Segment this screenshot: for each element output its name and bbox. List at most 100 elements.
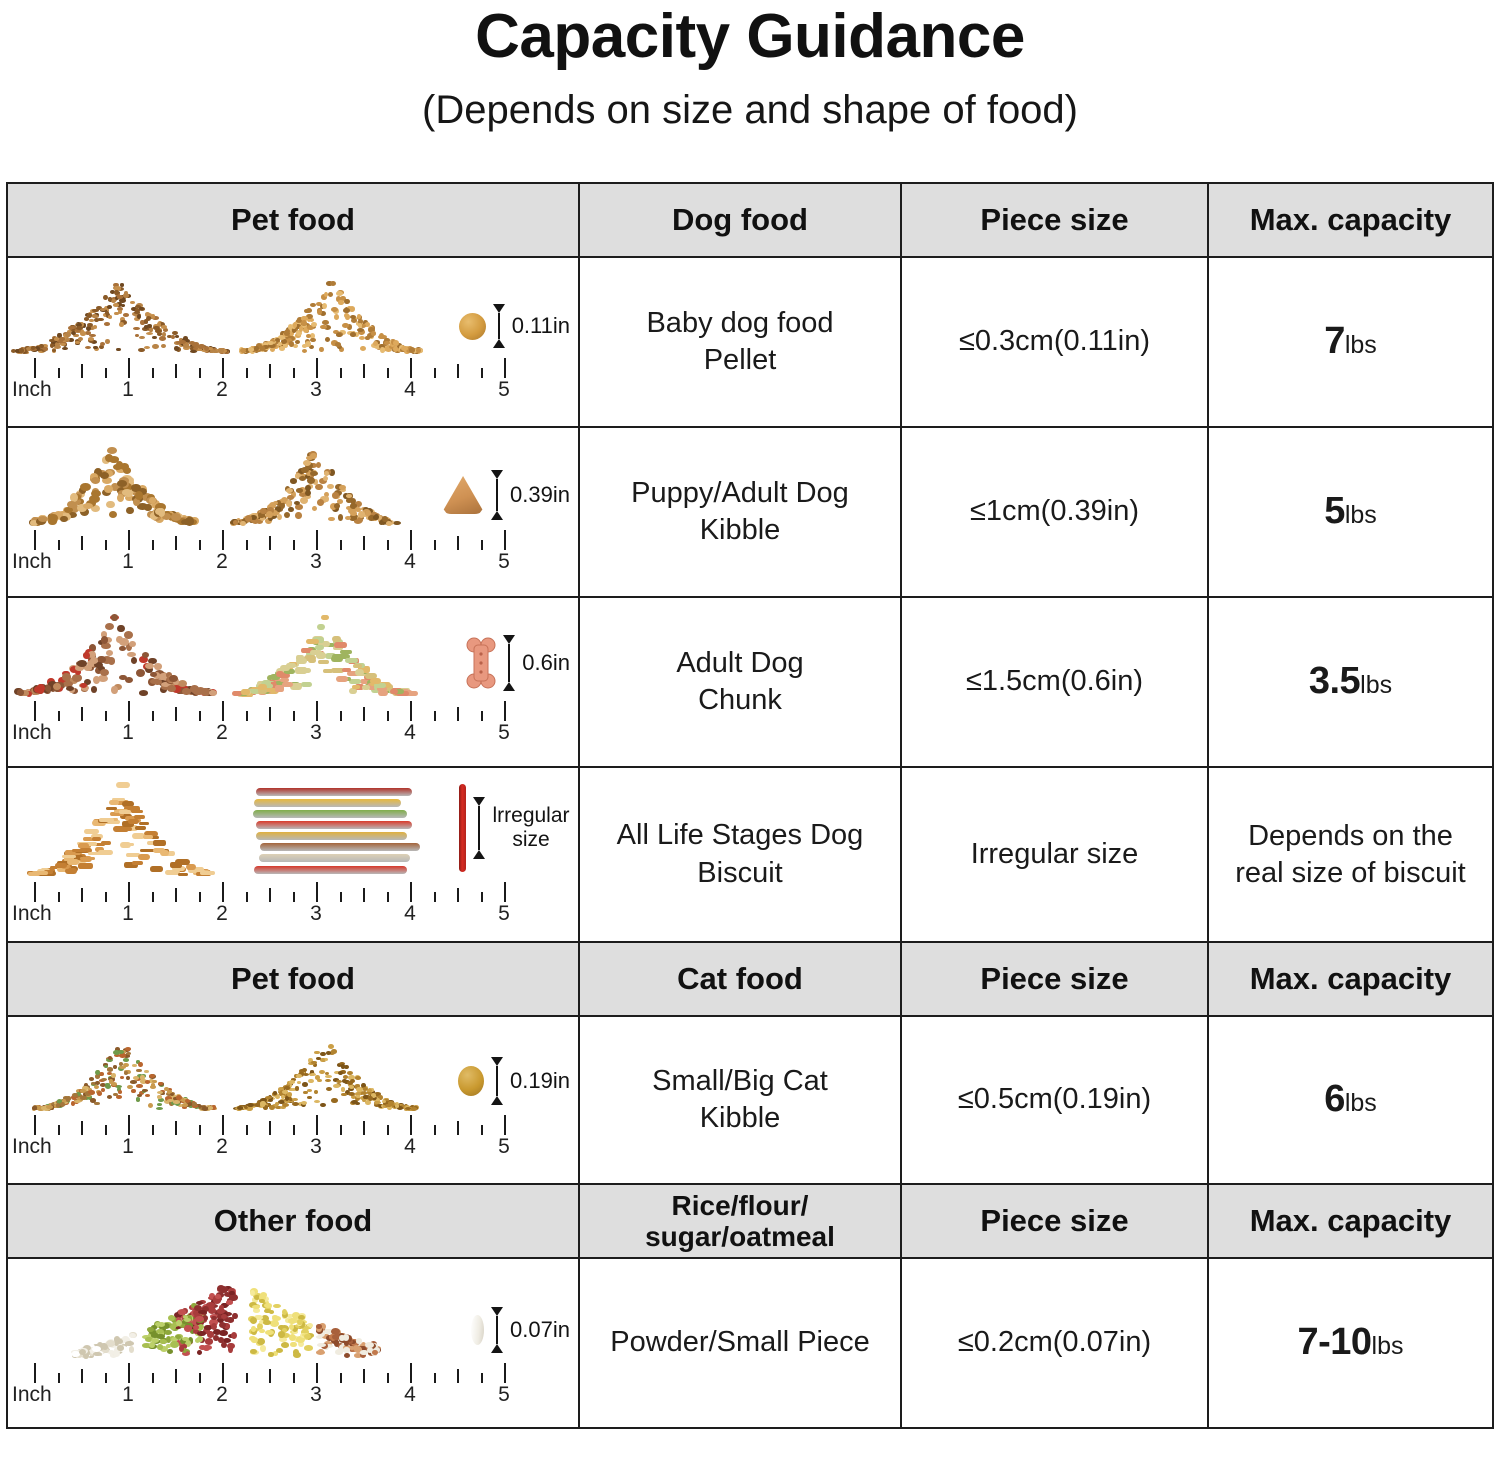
bone-biscuit-icon bbox=[466, 637, 496, 689]
ruler-number: 5 bbox=[498, 1383, 510, 1406]
table-row: 0.19in Inch 1 2 3 4 5 Small/Big Cat Kibble ≤0… bbox=[6, 1015, 1494, 1185]
ruler: Inch 1 2 3 4 5 bbox=[8, 699, 578, 753]
ruler-numbers: Inch 1 2 3 4 5 bbox=[12, 901, 510, 928]
ruler-ticks bbox=[34, 356, 506, 378]
chew-sticks-image bbox=[253, 787, 423, 874]
max-capacity-cell: 6lbs bbox=[1207, 1015, 1494, 1185]
table-row: lrregular size Inch 1 2 3 4 5 All Life Stages… bbox=[6, 766, 1494, 943]
sample-cell-powder-small-piece: 0.07in Inch 1 2 3 4 5 bbox=[6, 1257, 580, 1429]
capacity-table: Pet food Dog food Piece size Max. capaci… bbox=[6, 182, 1494, 1429]
food-name-line1: All Life Stages Dog bbox=[616, 819, 864, 852]
food-name-line1: Puppy/Adult Dog bbox=[631, 476, 849, 509]
ruler-ticks bbox=[34, 1361, 506, 1383]
bone-shape-svg bbox=[466, 637, 496, 689]
ruler-ticks bbox=[34, 880, 506, 902]
sample-cell-puppy-adult-kibble: 0.39in Inch 1 2 3 4 5 bbox=[6, 426, 580, 598]
food-name-cell: Baby dog food Pellet bbox=[578, 256, 902, 428]
sample-cell-dog-biscuit: lrregular size Inch 1 2 3 4 5 bbox=[6, 766, 580, 943]
measure-bracket-icon bbox=[492, 304, 506, 348]
max-capacity-cell: 7lbs bbox=[1207, 256, 1494, 428]
food-pile-image bbox=[29, 447, 199, 526]
food-name-cell: Powder/Small Piece bbox=[578, 1257, 902, 1429]
ruler-number: 1 bbox=[122, 901, 134, 925]
header-piece-size-other: Piece size bbox=[900, 1183, 1209, 1259]
piece-size-cell: ≤0.5cm(0.19in) bbox=[900, 1015, 1209, 1185]
measure-label-line2: size bbox=[512, 827, 550, 851]
piece-size-cell: ≤1.5cm(0.6in) bbox=[900, 596, 1209, 768]
ruler-number: 1 bbox=[122, 378, 134, 401]
ruler-ticks bbox=[34, 699, 506, 721]
header-line1: Rice/flour/ bbox=[671, 1189, 809, 1221]
grain-icon bbox=[471, 1315, 485, 1345]
ruler-number: 4 bbox=[404, 378, 416, 401]
ruler-unit-label: Inch bbox=[12, 1135, 52, 1158]
ruler: Inch 1 2 3 4 5 bbox=[8, 880, 578, 934]
ruler-number: 3 bbox=[310, 550, 322, 573]
measure-label-line1: lrregular bbox=[492, 804, 570, 828]
specimen-measure-puppy-adult-kibble: 0.39in bbox=[442, 470, 570, 526]
ruler: Inch 1 2 3 4 5 bbox=[8, 528, 578, 582]
ruler-ticks bbox=[34, 528, 506, 550]
specimen-measure-baby-dog-food: 0.11in bbox=[458, 304, 570, 354]
measure-bracket-icon bbox=[490, 1307, 504, 1353]
ruler-numbers: Inch 1 2 3 4 5 bbox=[12, 721, 510, 747]
ruler: Inch 1 2 3 4 5 bbox=[8, 1113, 578, 1167]
header-pet-food-dog: Pet food bbox=[6, 182, 580, 258]
header-max-capacity-cat: Max. capacity bbox=[1207, 941, 1494, 1017]
page-subtitle: (Depends on size and shape of food) bbox=[422, 88, 1078, 132]
ruler-numbers: Inch 1 2 3 4 5 bbox=[12, 1383, 510, 1409]
header-line2: sugar/oatmeal bbox=[645, 1221, 835, 1252]
food-name-cell: Adult Dog Chunk bbox=[578, 596, 902, 768]
max-capacity-cell: 3.5lbs bbox=[1207, 596, 1494, 768]
table-row: 0.6in Inch 1 2 3 4 5 Adult Dog Chunk ≤1.5cm(0… bbox=[6, 596, 1494, 768]
ruler-number: 5 bbox=[498, 901, 510, 925]
ruler-number: 1 bbox=[122, 550, 134, 573]
round-pellet-icon bbox=[458, 1066, 485, 1096]
ruler-number: 4 bbox=[404, 1135, 416, 1158]
food-pile-image bbox=[14, 614, 217, 697]
ruler-number: 3 bbox=[310, 378, 322, 401]
piece-size-cell: ≤0.3cm(0.11in) bbox=[900, 256, 1209, 428]
food-name-line1: Baby dog food bbox=[646, 306, 834, 339]
ruler-numbers: Inch 1 2 3 4 5 bbox=[12, 378, 510, 404]
ruler-number: 1 bbox=[122, 721, 134, 744]
table-row: 0.11in Inch 1 2 3 4 5 Baby dog food Pellet ≤0… bbox=[6, 256, 1494, 428]
food-pile-image bbox=[231, 615, 418, 697]
food-pile-image bbox=[31, 1041, 217, 1111]
header-max-capacity-other: Max. capacity bbox=[1207, 1183, 1494, 1259]
ruler-number: 4 bbox=[404, 721, 416, 744]
food-name-line1: Adult Dog bbox=[676, 646, 804, 679]
ruler-number: 2 bbox=[216, 901, 228, 925]
specimen-measure-adult-dog-chunk: 0.6in bbox=[466, 635, 570, 697]
sample-cell-cat-kibble: 0.19in Inch 1 2 3 4 5 bbox=[6, 1015, 580, 1185]
ruler: Inch 1 2 3 4 5 bbox=[8, 356, 578, 410]
table-row: 0.07in Inch 1 2 3 4 5 Powder/Small Piece ≤0.2… bbox=[6, 1257, 1494, 1429]
capacity-line2: real size of biscuit bbox=[1235, 856, 1466, 889]
food-name-cell: All Life Stages Dog Biscuit bbox=[578, 766, 902, 943]
max-capacity-cell: 7-10lbs bbox=[1207, 1257, 1494, 1429]
measure-bracket-icon bbox=[472, 796, 486, 859]
food-pile-image bbox=[232, 1041, 419, 1111]
measure-label: 0.11in bbox=[511, 312, 570, 338]
food-name-cell: Small/Big Cat Kibble bbox=[578, 1015, 902, 1185]
ruler-numbers: Inch 1 2 3 4 5 bbox=[12, 550, 510, 576]
ruler-number: 5 bbox=[498, 1135, 510, 1158]
header-row-dog: Pet food Dog food Piece size Max. capaci… bbox=[6, 182, 1494, 258]
specimen-measure-dog-biscuit: lrregular size bbox=[459, 783, 570, 878]
page-title: Capacity Guidance bbox=[475, 2, 1025, 71]
header-rice-flour-sugar-oatmeal: Rice/flour/ sugar/oatmeal bbox=[578, 1183, 902, 1259]
ruler-unit-label: Inch bbox=[12, 1383, 52, 1406]
capacity-value: 7 bbox=[1324, 320, 1345, 363]
specimen-measure-powder: 0.07in bbox=[471, 1307, 570, 1359]
header-pet-food-cat: Pet food bbox=[6, 941, 580, 1017]
jerky-pile-image bbox=[27, 782, 215, 877]
ruler-number: 3 bbox=[310, 721, 322, 744]
capacity-unit: lbs bbox=[1344, 1089, 1377, 1118]
max-capacity-cell: Depends on the real size of biscuit bbox=[1207, 766, 1494, 943]
red-chew-stick-icon bbox=[459, 783, 466, 872]
ruler-numbers: Inch 1 2 3 4 5 bbox=[12, 1135, 510, 1161]
ruler-number: 2 bbox=[216, 378, 228, 401]
capacity-value: 5 bbox=[1324, 490, 1345, 533]
food-name-line2: Chunk bbox=[698, 684, 782, 716]
